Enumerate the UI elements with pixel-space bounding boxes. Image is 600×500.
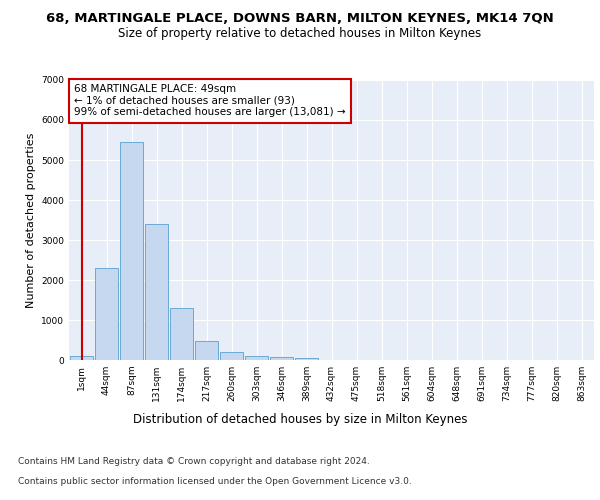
Text: Contains HM Land Registry data © Crown copyright and database right 2024.: Contains HM Land Registry data © Crown c… (18, 458, 370, 466)
Bar (270, 357, 293, 360)
Bar (70, 356, 93, 360)
Bar (120, 142, 143, 360)
Y-axis label: Number of detached properties: Number of detached properties (26, 132, 35, 308)
Text: Contains public sector information licensed under the Open Government Licence v3: Contains public sector information licen… (18, 478, 412, 486)
Text: Distribution of detached houses by size in Milton Keynes: Distribution of detached houses by size … (133, 412, 467, 426)
Bar (170, 308, 193, 360)
Bar (145, 224, 168, 360)
Bar (195, 341, 218, 360)
Bar (295, 358, 318, 360)
Text: 68, MARTINGALE PLACE, DOWNS BARN, MILTON KEYNES, MK14 7QN: 68, MARTINGALE PLACE, DOWNS BARN, MILTON… (46, 12, 554, 26)
Text: Size of property relative to detached houses in Milton Keynes: Size of property relative to detached ho… (118, 28, 482, 40)
Text: 68 MARTINGALE PLACE: 49sqm
← 1% of detached houses are smaller (93)
99% of semi-: 68 MARTINGALE PLACE: 49sqm ← 1% of detac… (74, 84, 346, 117)
Bar (220, 352, 243, 360)
Bar (95, 268, 118, 360)
Bar (245, 356, 268, 360)
